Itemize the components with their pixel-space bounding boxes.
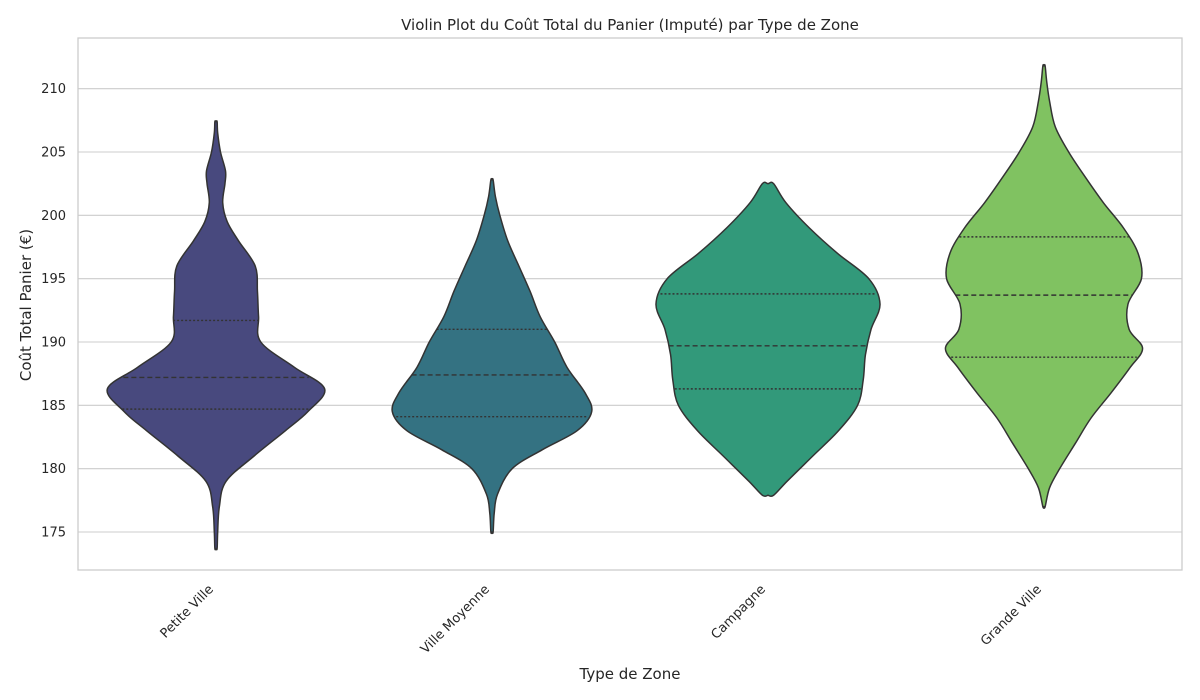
violin-body (106, 120, 326, 551)
y-tick-label: 185 (41, 399, 66, 414)
y-tick-label: 210 (41, 82, 66, 97)
y-tick-label: 195 (41, 272, 66, 287)
y-tick-label: 190 (41, 336, 66, 351)
violin-body (391, 177, 593, 535)
violin-body (944, 63, 1144, 509)
x-tick-label: Ville Moyenne (418, 582, 493, 657)
chart-title: Violin Plot du Coût Total du Panier (Imp… (401, 16, 859, 34)
x-axis-label: Type de Zone (579, 665, 681, 683)
x-tick-label: Petite Ville (158, 582, 217, 641)
y-axis-label: Coût Total Panier (€) (17, 229, 35, 381)
x-tick-label: Campagne (708, 582, 768, 642)
plot-frame (77, 37, 1183, 571)
x-tick-label: Grande Ville (978, 582, 1045, 649)
x-axis-ticks: Petite Ville Ville Moyenne Campagne Grande … (158, 582, 1045, 657)
y-axis-ticks: 175 180 185 190 195 200 205 210 (41, 82, 66, 540)
violins (106, 63, 1144, 551)
y-tick-label: 205 (41, 146, 66, 161)
violin-body (655, 181, 881, 498)
y-tick-label: 180 (41, 462, 66, 477)
y-tick-label: 175 (41, 526, 66, 541)
y-tick-label: 200 (41, 209, 66, 224)
